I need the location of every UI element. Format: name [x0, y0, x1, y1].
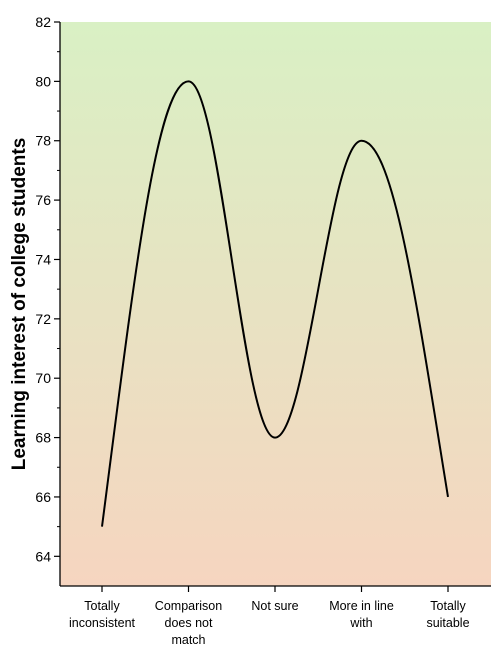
y-tick-label: 80 [35, 73, 51, 89]
y-tick-label: 72 [35, 311, 51, 327]
y-tick-label: 70 [35, 370, 51, 386]
y-tick-label: 78 [35, 133, 51, 149]
series-line [101, 80, 449, 527]
y-tick-label: 66 [35, 489, 51, 505]
x-tick-label: More in line with [329, 599, 394, 630]
y-tick-label: 74 [35, 251, 51, 267]
y-tick-label: 76 [35, 192, 51, 208]
x-tick-label: Totally suitable [426, 599, 469, 630]
x-tick-label: Comparison does not match [155, 599, 222, 647]
axes: 64 66 68 70 72 74 76 78 80 82 Totally inconsistent C… [35, 14, 491, 647]
y-axis-title: Learning interest of college students [9, 138, 30, 471]
x-tick-label: Not sure [251, 599, 298, 613]
y-tick-label: 82 [35, 14, 51, 30]
plot-background [60, 22, 491, 586]
series-layer [101, 80, 449, 527]
y-tick-label: 64 [35, 548, 51, 564]
x-tick-label: Totally inconsistent [69, 599, 136, 630]
y-tick-label: 68 [35, 430, 51, 446]
